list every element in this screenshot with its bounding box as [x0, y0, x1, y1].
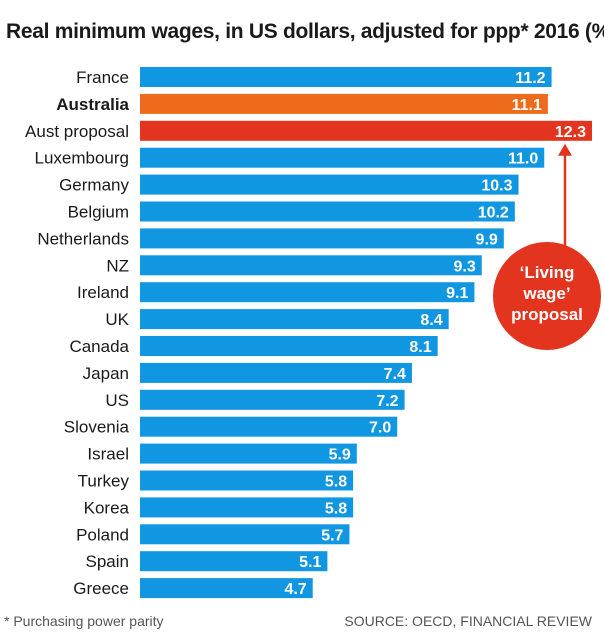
bar-uk [140, 309, 449, 330]
category-label-germany: Germany [59, 176, 129, 195]
category-label-canada: Canada [69, 337, 129, 356]
footnote: * Purchasing power parity [4, 613, 164, 629]
callout-text-line: wage’ [522, 284, 570, 303]
bar-israel [140, 443, 357, 464]
category-label-spain: Spain [86, 552, 129, 571]
value-label-luxembourg: 11.0 [508, 151, 538, 168]
bar-belgium [140, 201, 515, 222]
value-label-uk: 8.4 [420, 312, 442, 329]
bar-korea [140, 497, 354, 518]
bar-poland [140, 524, 350, 545]
category-label-us: US [105, 391, 129, 410]
category-label-nz: NZ [106, 256, 129, 275]
category-label-poland: Poland [76, 525, 129, 544]
category-label-japan: Japan [83, 364, 129, 383]
bar-slovenia [140, 416, 398, 437]
bar-france [140, 67, 552, 87]
bar-germany [140, 174, 519, 195]
callout-arrow-head [558, 143, 572, 156]
value-label-greece: 4.7 [284, 581, 306, 598]
bar-australia [140, 93, 548, 114]
bar-nz [140, 255, 482, 276]
bar-spain [140, 551, 328, 572]
top-rule [0, 0, 604, 6]
bar-aust-proposal [140, 120, 592, 141]
value-label-france: 11.2 [515, 70, 545, 87]
category-label-israel: Israel [87, 445, 129, 464]
callout-circle [493, 242, 601, 350]
value-label-japan: 7.4 [384, 366, 406, 383]
bar-ireland [140, 282, 475, 303]
value-label-australia: 11.1 [512, 97, 542, 114]
value-label-turkey: 5.8 [325, 474, 347, 491]
value-label-canada: 8.1 [409, 339, 431, 356]
category-label-belgium: Belgium [68, 203, 129, 222]
category-label-france: France [76, 68, 129, 87]
category-label-korea: Korea [84, 498, 130, 517]
category-label-netherlands: Netherlands [37, 229, 129, 248]
category-label-greece: Greece [73, 579, 129, 598]
value-label-korea: 5.8 [325, 500, 347, 517]
value-label-poland: 5.7 [321, 527, 343, 544]
category-label-aust-proposal: Aust proposal [25, 122, 129, 141]
value-label-spain: 5.1 [299, 554, 321, 571]
bar-greece [140, 578, 313, 599]
value-label-ireland: 9.1 [446, 285, 468, 302]
chart-title: Real minimum wages, in US dollars, adjus… [6, 20, 604, 43]
callout-text-line: proposal [511, 305, 583, 324]
category-label-turkey: Turkey [78, 472, 130, 491]
callout-text-line: ‘Living [520, 263, 575, 282]
category-label-slovenia: Slovenia [64, 418, 130, 437]
bar-japan [140, 362, 412, 383]
category-label-uk: UK [105, 310, 129, 329]
category-label-ireland: Ireland [77, 283, 129, 302]
bar-us [140, 389, 405, 410]
value-label-slovenia: 7.0 [369, 420, 391, 437]
category-label-luxembourg: Luxembourg [34, 149, 129, 168]
value-label-us: 7.2 [376, 393, 398, 410]
bar-canada [140, 336, 438, 356]
category-label-australia: Australia [56, 95, 129, 114]
value-label-netherlands: 9.9 [476, 231, 498, 248]
bar-turkey [140, 470, 354, 491]
value-label-belgium: 10.2 [478, 205, 509, 222]
source-credit: SOURCE: OECD, FINANCIAL REVIEW [344, 613, 592, 629]
value-label-israel: 5.9 [329, 447, 351, 464]
bar-netherlands [140, 228, 504, 249]
value-label-aust-proposal: 12.3 [555, 124, 586, 141]
bar-luxembourg [140, 147, 545, 168]
value-label-germany: 10.3 [481, 178, 512, 195]
value-label-nz: 9.3 [454, 258, 476, 275]
